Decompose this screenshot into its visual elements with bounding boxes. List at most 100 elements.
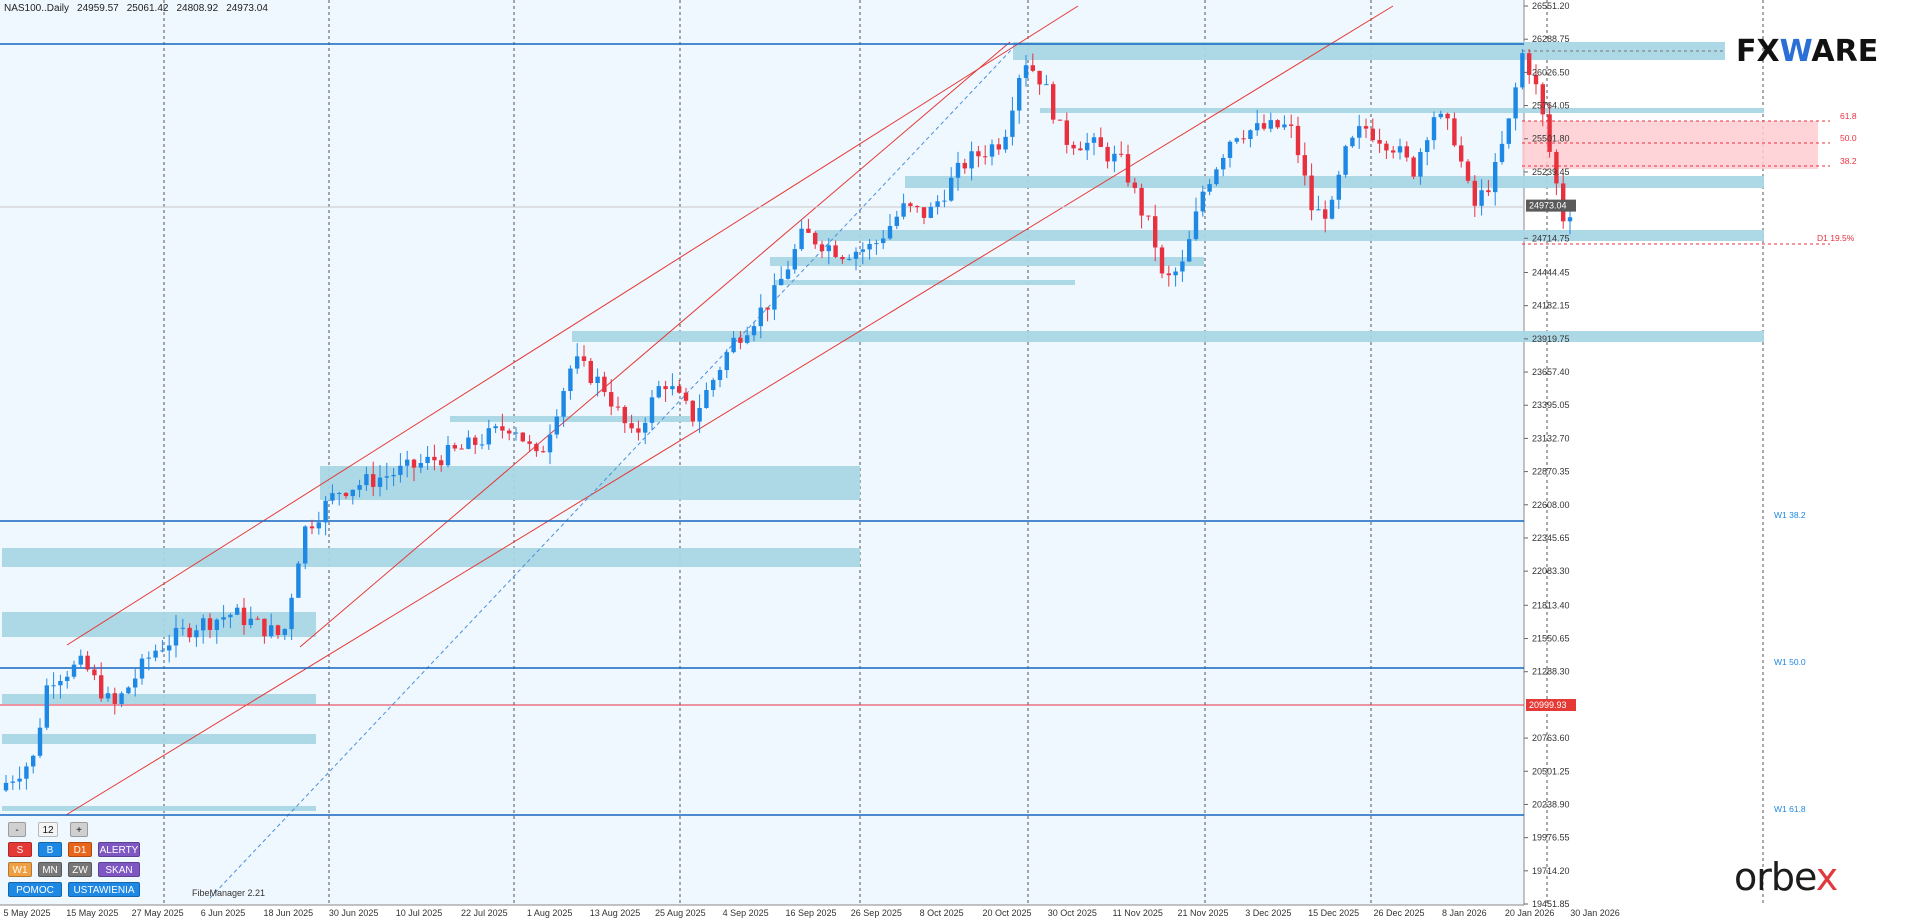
ohlc-high: 25061.42 <box>126 3 169 14</box>
candle-body <box>1241 138 1246 140</box>
candle-body <box>160 650 165 652</box>
zw-button[interactable]: ZW <box>68 862 92 877</box>
candle-body <box>1289 124 1294 126</box>
candle-body <box>330 493 335 501</box>
time-tick-label: 20 Jan 2026 <box>1505 908 1555 918</box>
candle-body <box>1193 211 1199 240</box>
candle-body <box>1030 65 1035 71</box>
candle-body <box>847 258 852 260</box>
candle-body <box>167 645 172 651</box>
candle-body <box>1051 84 1056 120</box>
scan-button[interactable]: SKAN <box>98 862 140 877</box>
sr-zone <box>815 230 1764 241</box>
candle-body <box>1363 126 1369 129</box>
candle-body <box>275 625 281 635</box>
candle-body <box>459 448 464 450</box>
candle-body <box>697 408 702 422</box>
candle-body <box>65 676 70 681</box>
candle-body <box>1520 53 1525 88</box>
candle-body <box>1159 247 1165 274</box>
candle-body <box>92 669 97 676</box>
candle-body <box>445 445 451 466</box>
candle-body <box>853 251 859 259</box>
candle-body <box>1343 146 1348 175</box>
candle-body <box>228 614 233 618</box>
sr-zone <box>572 331 1764 342</box>
price-tick-label: 22345.65 <box>1532 533 1570 543</box>
candle-body <box>1486 190 1491 193</box>
price-tick-label: 19451.85 <box>1532 899 1570 909</box>
candle-body <box>418 463 423 468</box>
price-tick-label: 21813.40 <box>1532 600 1570 610</box>
candle-body <box>187 627 192 638</box>
time-tick-label: 30 Oct 2025 <box>1048 908 1097 918</box>
candle-body <box>207 618 213 630</box>
mn-button[interactable]: MN <box>38 862 62 877</box>
candle-body <box>541 451 546 453</box>
buy-button[interactable]: B <box>38 842 62 857</box>
decrease-button[interactable]: - <box>8 822 26 837</box>
alerts-button[interactable]: ALERTY <box>98 842 140 857</box>
candle-body <box>201 618 206 631</box>
candle-body <box>1091 137 1097 143</box>
candle-body <box>1282 124 1287 128</box>
candle-body <box>173 627 179 646</box>
candle-body <box>3 782 9 791</box>
w1-button[interactable]: W1 <box>8 862 32 877</box>
candle-body <box>1533 74 1539 85</box>
time-tick-label: 30 Jun 2025 <box>329 908 379 918</box>
candle-body <box>1397 146 1403 153</box>
candle-body <box>248 618 253 626</box>
candle-body <box>1302 155 1307 176</box>
sr-zone <box>2 694 316 704</box>
candle-body <box>37 727 43 756</box>
plot-area <box>0 0 1524 905</box>
period-value[interactable]: 12 <box>38 822 58 837</box>
candle-body <box>235 607 240 615</box>
channel-upper-line <box>66 5 1079 646</box>
d1-button[interactable]: D1 <box>68 842 92 857</box>
candle-body <box>1180 261 1185 272</box>
candle-body <box>439 460 444 466</box>
time-tick-label: 27 May 2025 <box>132 908 184 918</box>
ohlc-open: 24959.57 <box>77 3 119 14</box>
candle-body <box>1418 152 1423 177</box>
candle-body <box>976 151 981 157</box>
time-tick-label: 3 Dec 2025 <box>1245 908 1291 918</box>
price-tick-label: 20763.60 <box>1532 733 1570 743</box>
fibe-manager-label: FibeManager 2.21 <box>192 888 266 898</box>
increase-button[interactable]: + <box>70 822 88 837</box>
candle-body <box>1431 117 1437 141</box>
price-tick-label: 23395.05 <box>1532 400 1570 410</box>
candle-body <box>486 428 491 445</box>
time-tick-label: 15 May 2025 <box>66 908 118 918</box>
candle-body <box>1071 144 1076 149</box>
candle-body <box>785 269 791 279</box>
candle-body <box>1350 137 1355 147</box>
sr-zone <box>450 416 690 422</box>
candle-body <box>1540 84 1545 115</box>
candle-body <box>1119 153 1124 155</box>
candle-body <box>683 392 689 401</box>
price-tick-label: 22083.30 <box>1532 566 1570 576</box>
candle-body <box>874 243 879 245</box>
candle-body <box>602 376 607 393</box>
candle-body <box>751 326 757 336</box>
candle-body <box>1078 148 1083 151</box>
settings-button[interactable]: USTAWIENIA <box>68 882 140 897</box>
candle-body <box>1465 161 1471 181</box>
sell-button[interactable]: S <box>8 842 32 857</box>
candle-body <box>1146 215 1151 217</box>
candle-body <box>1112 153 1117 162</box>
candle-body <box>44 685 49 728</box>
red-line-price-label: 20999.93 <box>1529 700 1567 710</box>
candle-body <box>765 307 770 310</box>
candle-body <box>241 607 247 626</box>
candle-body <box>962 162 967 169</box>
candle-body <box>969 151 974 169</box>
candle-body <box>1391 150 1396 153</box>
candle-body <box>513 432 519 434</box>
price-tick-label: 25501.80 <box>1532 134 1570 144</box>
help-button[interactable]: POMOC <box>8 882 62 897</box>
